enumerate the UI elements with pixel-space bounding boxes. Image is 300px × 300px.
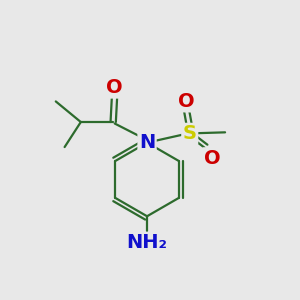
Text: NH₂: NH₂ <box>127 233 168 252</box>
Text: O: O <box>203 149 220 168</box>
Text: O: O <box>178 92 195 111</box>
Text: N: N <box>139 133 155 152</box>
Text: S: S <box>183 124 197 143</box>
Text: O: O <box>106 78 123 97</box>
